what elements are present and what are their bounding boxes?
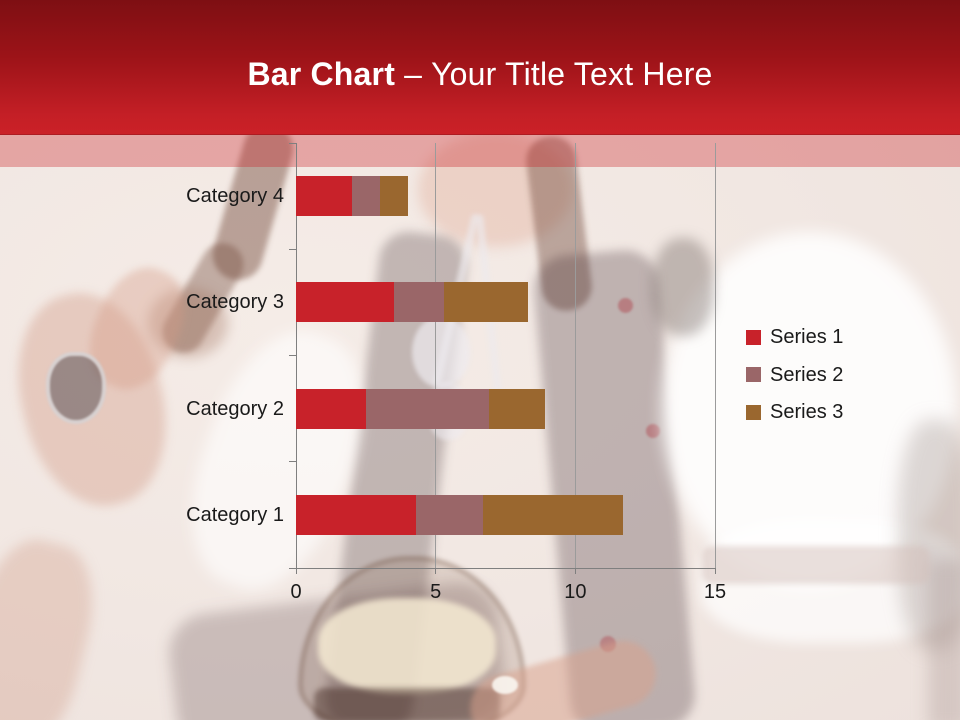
photo-braid-wisp — [148, 288, 228, 358]
bar-segment-s3-category-4 — [379, 176, 408, 217]
x-axis-line — [296, 567, 716, 569]
header-accent-band — [0, 134, 960, 167]
slide-title-emphasis: Bar Chart — [247, 55, 396, 92]
y-axis-tick — [289, 248, 296, 250]
legend-swatch-icon — [746, 329, 761, 345]
y-axis-line — [295, 143, 297, 568]
bar-segment-s3-category-3 — [444, 282, 528, 323]
slide-title-text: Your Title Text Here — [431, 55, 713, 92]
x-axis-tick — [714, 568, 716, 574]
photo-ring — [46, 352, 106, 424]
x-axis-tick — [295, 568, 297, 574]
y-axis-tick — [289, 355, 296, 356]
legend-item-series-1: Series 1 — [746, 326, 843, 348]
photo-shadow — [928, 560, 960, 720]
photo-neck — [418, 132, 573, 247]
photo-shadow — [652, 238, 714, 336]
x-tick-label: 5 — [430, 581, 442, 603]
photo-beer-foam — [318, 598, 496, 694]
photo-flower-accent — [618, 298, 633, 313]
legend-swatch-icon — [746, 404, 761, 420]
legend-swatch-icon — [746, 367, 761, 382]
bar-segment-s1-category-1 — [296, 494, 417, 535]
photo-shadow — [898, 420, 960, 650]
y-axis-tick — [289, 461, 296, 463]
x-tick-label: 0 — [290, 581, 302, 603]
bar-segment-s1-category-2 — [296, 388, 366, 429]
category-label: Category 1 — [186, 503, 284, 526]
x-tick-label: 15 — [703, 581, 727, 603]
bar-segment-s3-category-2 — [488, 388, 545, 429]
slide-title-dash: – — [404, 55, 423, 92]
bar-segment-s2-category-4 — [351, 176, 380, 217]
photo-smocked-waistband — [702, 546, 930, 584]
bar-segment-s1-category-4 — [296, 176, 352, 217]
legend-label: Series 2 — [770, 363, 844, 386]
category-label: Category 4 — [186, 185, 284, 208]
category-label: Category 2 — [186, 397, 284, 420]
x-axis-tick — [435, 568, 437, 574]
slide-title: Bar Chart – Your Title Text Here — [247, 42, 712, 93]
y-axis-tick — [289, 567, 296, 569]
legend-label: Series 1 — [770, 326, 844, 348]
photo-flower-accent — [646, 424, 660, 438]
gridline — [574, 143, 576, 568]
photo-pendant — [412, 316, 470, 388]
bar-segment-s1-category-3 — [296, 282, 394, 323]
photo-dark-beer — [314, 688, 500, 720]
bar-segment-s2-category-3 — [393, 282, 445, 323]
x-tick-label: 10 — [564, 581, 587, 603]
gridline — [714, 143, 716, 568]
bar-segment-s2-category-1 — [416, 494, 484, 535]
x-axis-tick — [574, 568, 576, 574]
title-bar: Bar Chart – Your Title Text Here — [0, 0, 960, 135]
legend-label: Series 3 — [770, 401, 844, 423]
gridline — [435, 143, 437, 568]
legend-item-series-3: Series 3 — [746, 401, 843, 423]
bar-segment-s2-category-2 — [365, 388, 489, 429]
y-axis-tick — [289, 142, 296, 144]
legend-item-series-2: Series 2 — [746, 364, 843, 386]
photo-fingernail — [492, 676, 518, 694]
category-label: Category 3 — [186, 291, 284, 314]
bar-segment-s3-category-1 — [483, 494, 623, 535]
